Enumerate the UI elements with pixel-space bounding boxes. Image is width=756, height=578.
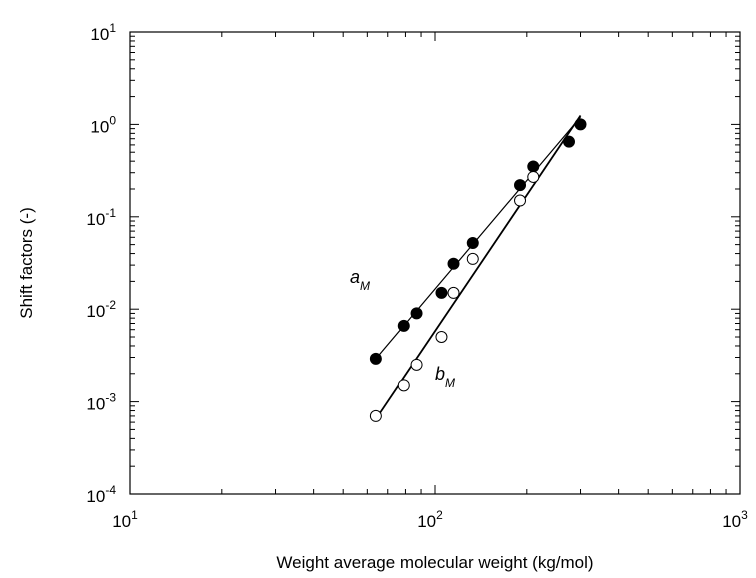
x-axis-label: Weight average molecular weight (kg/mol) (276, 553, 593, 572)
data-point-aM (410, 307, 423, 320)
data-point-aM (574, 118, 587, 131)
data-point-aM (466, 237, 479, 250)
data-point-bM (369, 409, 382, 422)
series-label-bM: bM (435, 364, 455, 390)
data-point-aM (369, 352, 382, 365)
y-tick-label: 10-2 (86, 298, 116, 321)
x-tick-label: 102 (417, 508, 443, 531)
axis-ticks (129, 31, 741, 495)
x-tick-label: 103 (722, 508, 748, 531)
data-point-bM (397, 379, 410, 392)
data-point-bM (447, 286, 460, 299)
series-label-aM: aM (350, 267, 370, 293)
data-point-bM (435, 331, 448, 344)
fit-line-bM (375, 114, 582, 420)
data-point-aM (514, 179, 527, 192)
y-tick-label: 100 (90, 113, 116, 136)
labels: 101 102 103 10-4 10-3 10-2 10-1 100 101 Weight av… (17, 21, 748, 572)
data-point-aM (562, 135, 575, 148)
y-tick-label: 101 (90, 21, 116, 44)
data-point-bM (410, 358, 423, 371)
fit-lines (375, 114, 582, 420)
y-tick-label: 10-1 (86, 206, 116, 229)
data-point-bM (466, 252, 479, 265)
data-points (369, 118, 587, 422)
data-point-aM (435, 286, 448, 299)
x-tick-label: 101 (112, 508, 138, 531)
data-point-bM (514, 194, 527, 207)
fit-line-aM (375, 116, 581, 360)
y-tick-label: 10-4 (86, 483, 116, 506)
data-point-bM (527, 170, 540, 183)
plot-frame (129, 31, 741, 495)
data-point-aM (397, 319, 410, 332)
data-point-aM (527, 160, 540, 173)
data-point-aM (447, 257, 460, 270)
y-tick-label: 10-3 (86, 391, 116, 414)
y-axis-label: Shift factors (-) (17, 207, 36, 318)
